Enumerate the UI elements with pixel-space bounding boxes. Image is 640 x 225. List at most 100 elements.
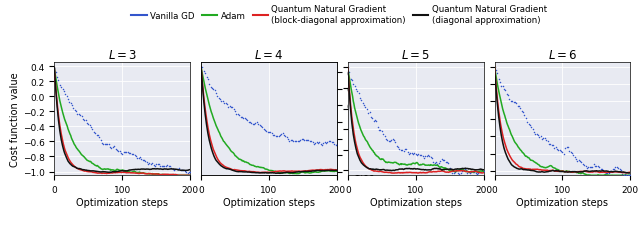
Point bbox=[450, 170, 460, 174]
Point bbox=[348, 83, 358, 86]
Point bbox=[556, 150, 566, 153]
Point bbox=[291, 140, 301, 143]
Point bbox=[78, 117, 88, 121]
Point bbox=[152, 162, 163, 166]
Point bbox=[294, 140, 304, 143]
Point bbox=[342, 66, 353, 70]
Point bbox=[300, 139, 310, 142]
Point bbox=[228, 107, 239, 111]
X-axis label: Optimization steps: Optimization steps bbox=[516, 197, 609, 207]
Point bbox=[116, 152, 126, 155]
Point bbox=[227, 106, 237, 109]
Point bbox=[275, 134, 285, 137]
Point bbox=[497, 85, 508, 89]
Point bbox=[491, 69, 501, 73]
Point bbox=[108, 145, 118, 149]
Point bbox=[64, 101, 74, 105]
Point bbox=[428, 160, 438, 164]
Point bbox=[216, 100, 227, 103]
Point bbox=[424, 154, 435, 158]
Point bbox=[82, 122, 92, 126]
Point bbox=[590, 164, 600, 168]
Point bbox=[440, 160, 451, 164]
Point bbox=[401, 147, 412, 151]
Point bbox=[282, 136, 292, 139]
Point bbox=[245, 121, 255, 124]
Point bbox=[262, 130, 273, 134]
Point bbox=[104, 142, 114, 146]
Point bbox=[567, 152, 577, 155]
Point bbox=[164, 165, 175, 169]
Point bbox=[239, 117, 250, 121]
Point bbox=[463, 171, 474, 174]
Point bbox=[469, 171, 479, 174]
Point bbox=[145, 162, 155, 165]
Point bbox=[446, 169, 456, 172]
Point bbox=[344, 71, 355, 74]
Point bbox=[492, 72, 502, 75]
Point bbox=[442, 160, 452, 164]
Point bbox=[122, 150, 132, 154]
Point bbox=[499, 88, 509, 91]
Point bbox=[416, 154, 426, 157]
Point bbox=[296, 138, 307, 141]
Point bbox=[511, 102, 522, 105]
Point bbox=[79, 118, 90, 122]
Point bbox=[388, 138, 398, 141]
Point bbox=[106, 146, 116, 150]
Point bbox=[204, 83, 214, 86]
Point bbox=[138, 159, 148, 162]
Point bbox=[223, 105, 234, 109]
Point bbox=[586, 166, 596, 169]
Point bbox=[146, 162, 156, 166]
Point bbox=[522, 120, 532, 124]
Point bbox=[100, 143, 110, 146]
Point bbox=[496, 84, 506, 88]
Point bbox=[308, 143, 319, 146]
Point bbox=[584, 165, 595, 169]
Point bbox=[360, 106, 371, 109]
Point bbox=[417, 154, 428, 158]
Point bbox=[271, 134, 281, 138]
Point bbox=[621, 173, 632, 177]
Point bbox=[601, 172, 611, 175]
Point bbox=[605, 169, 615, 173]
Point bbox=[457, 170, 467, 173]
Point bbox=[276, 132, 286, 136]
Point bbox=[413, 152, 424, 156]
Point bbox=[470, 172, 481, 175]
Point bbox=[222, 102, 232, 106]
Point bbox=[458, 169, 468, 172]
Point bbox=[265, 131, 275, 135]
Point bbox=[600, 170, 610, 174]
Point bbox=[143, 163, 153, 166]
Point bbox=[563, 146, 573, 150]
Point bbox=[371, 120, 381, 124]
Point bbox=[156, 164, 166, 168]
Point bbox=[445, 167, 455, 171]
Point bbox=[438, 158, 448, 162]
Point bbox=[94, 136, 104, 140]
Point bbox=[211, 92, 221, 95]
Point bbox=[140, 160, 150, 163]
Point bbox=[162, 164, 172, 167]
Point bbox=[129, 154, 140, 157]
Point bbox=[374, 128, 384, 132]
Point bbox=[305, 139, 315, 143]
Point bbox=[65, 102, 76, 105]
Point bbox=[97, 142, 107, 145]
Point bbox=[404, 152, 414, 156]
Point bbox=[198, 70, 209, 73]
Point bbox=[415, 154, 425, 157]
Point bbox=[168, 167, 178, 171]
Point bbox=[613, 166, 623, 170]
Point bbox=[134, 157, 144, 160]
Point bbox=[349, 85, 360, 89]
Point bbox=[392, 144, 402, 148]
Point bbox=[113, 150, 124, 153]
Point bbox=[147, 162, 157, 166]
Point bbox=[237, 116, 247, 119]
Point bbox=[353, 92, 364, 96]
Point bbox=[279, 133, 289, 137]
X-axis label: Optimization steps: Optimization steps bbox=[370, 197, 461, 207]
